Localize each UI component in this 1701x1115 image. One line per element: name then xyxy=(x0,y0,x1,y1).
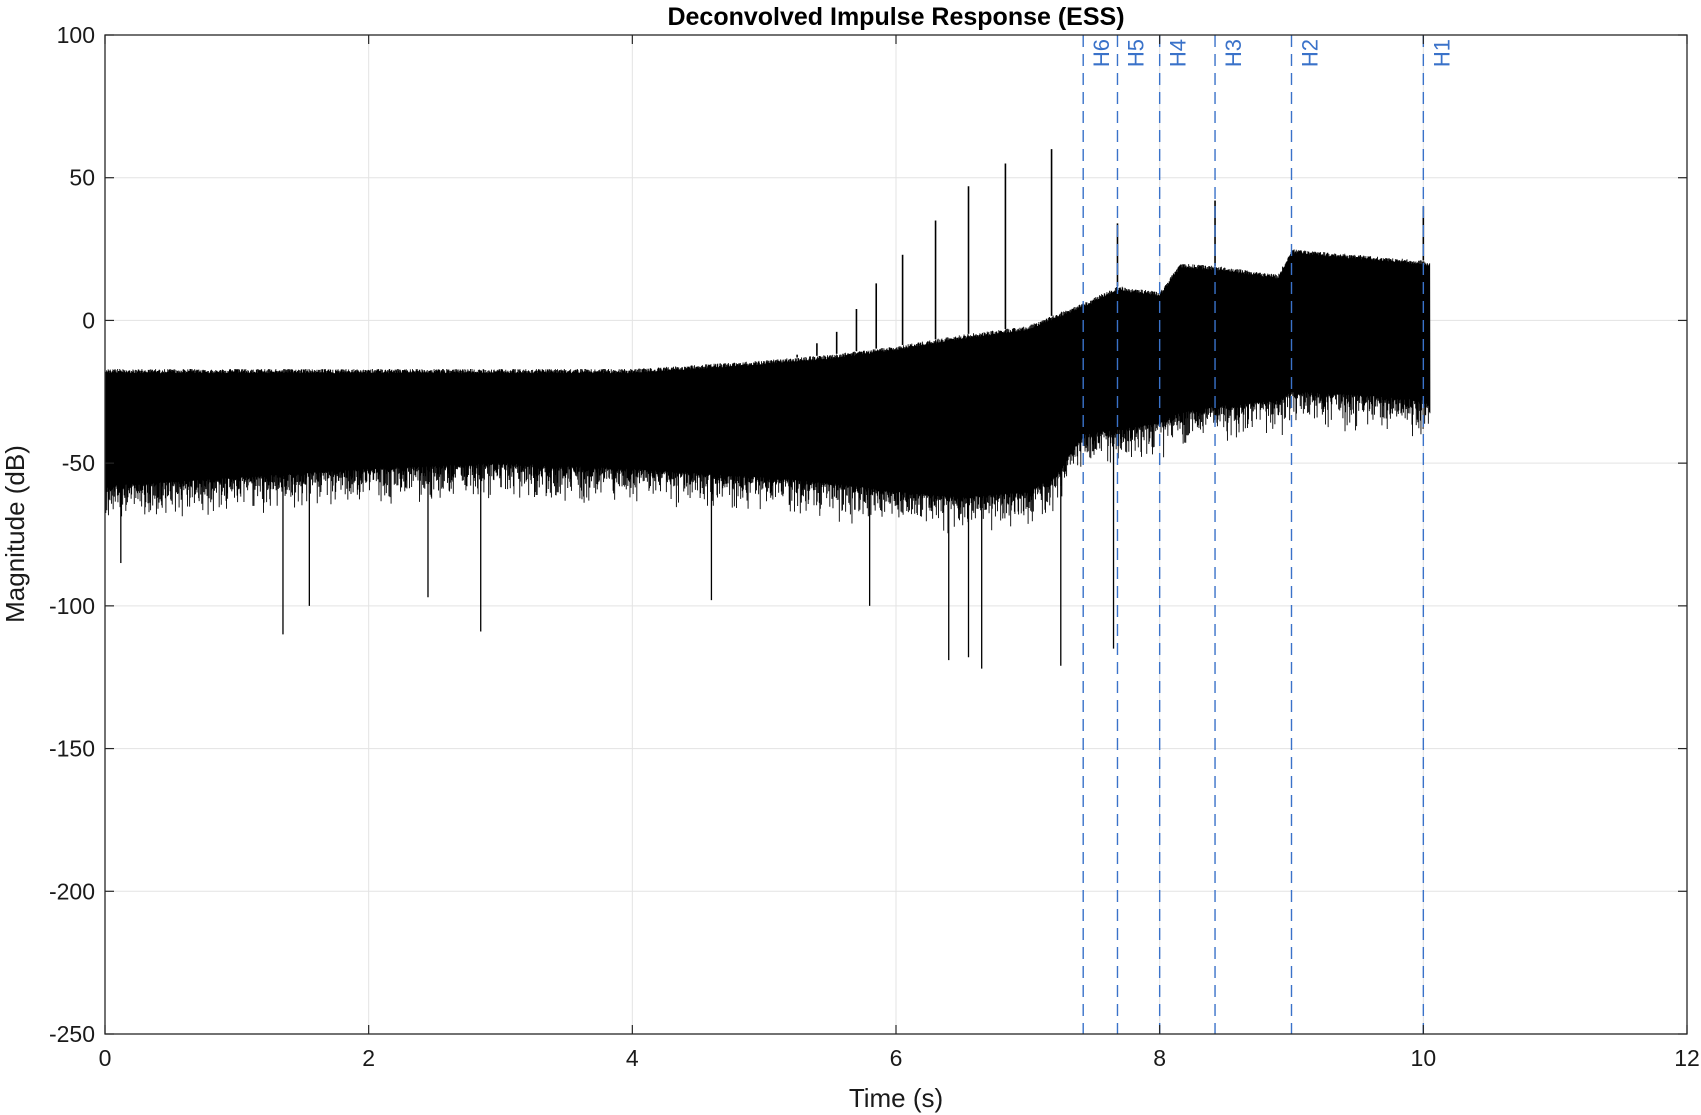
x-tick-label: 6 xyxy=(890,1045,903,1071)
harmonic-marker-label: H3 xyxy=(1221,39,1246,67)
y-tick-label: 50 xyxy=(69,165,95,191)
y-axis-label: Magnitude (dB) xyxy=(0,445,30,623)
y-tick-label: -50 xyxy=(62,450,95,476)
y-tick-label: 0 xyxy=(82,307,95,333)
y-tick-label: -200 xyxy=(49,878,95,904)
harmonic-markers: H6 H5 H4 H3 H2 H1 xyxy=(1082,35,1454,1034)
harmonic-marker-label: H2 xyxy=(1298,39,1323,67)
chart-title: Deconvolved Impulse Response (ESS) xyxy=(667,3,1124,31)
x-tick-label: 0 xyxy=(99,1045,112,1071)
y-tick-label: -150 xyxy=(49,736,95,762)
x-tick-label: 4 xyxy=(626,1045,639,1071)
harmonic-marker-label: H4 xyxy=(1166,39,1191,67)
harmonic-marker-label: H5 xyxy=(1123,39,1148,67)
y-axis-ticks: 100 50 0 -50 -100 -150 -200 -250 xyxy=(49,22,1687,1047)
y-tick-label: -100 xyxy=(49,593,95,619)
x-tick-label: 12 xyxy=(1674,1045,1700,1071)
x-axis-ticks: 0 2 4 6 8 10 12 xyxy=(99,35,1700,1071)
waveform-trace xyxy=(104,249,1431,534)
x-tick-label: 2 xyxy=(362,1045,375,1071)
x-tick-label: 10 xyxy=(1411,1045,1437,1071)
harmonic-marker-label: H1 xyxy=(1429,39,1454,67)
x-axis-label: Time (s) xyxy=(849,1083,943,1113)
harmonic-marker-label: H6 xyxy=(1089,39,1114,67)
y-tick-label: 100 xyxy=(57,22,95,48)
y-tick-label: -250 xyxy=(49,1021,95,1047)
x-tick-label: 8 xyxy=(1153,1045,1166,1071)
